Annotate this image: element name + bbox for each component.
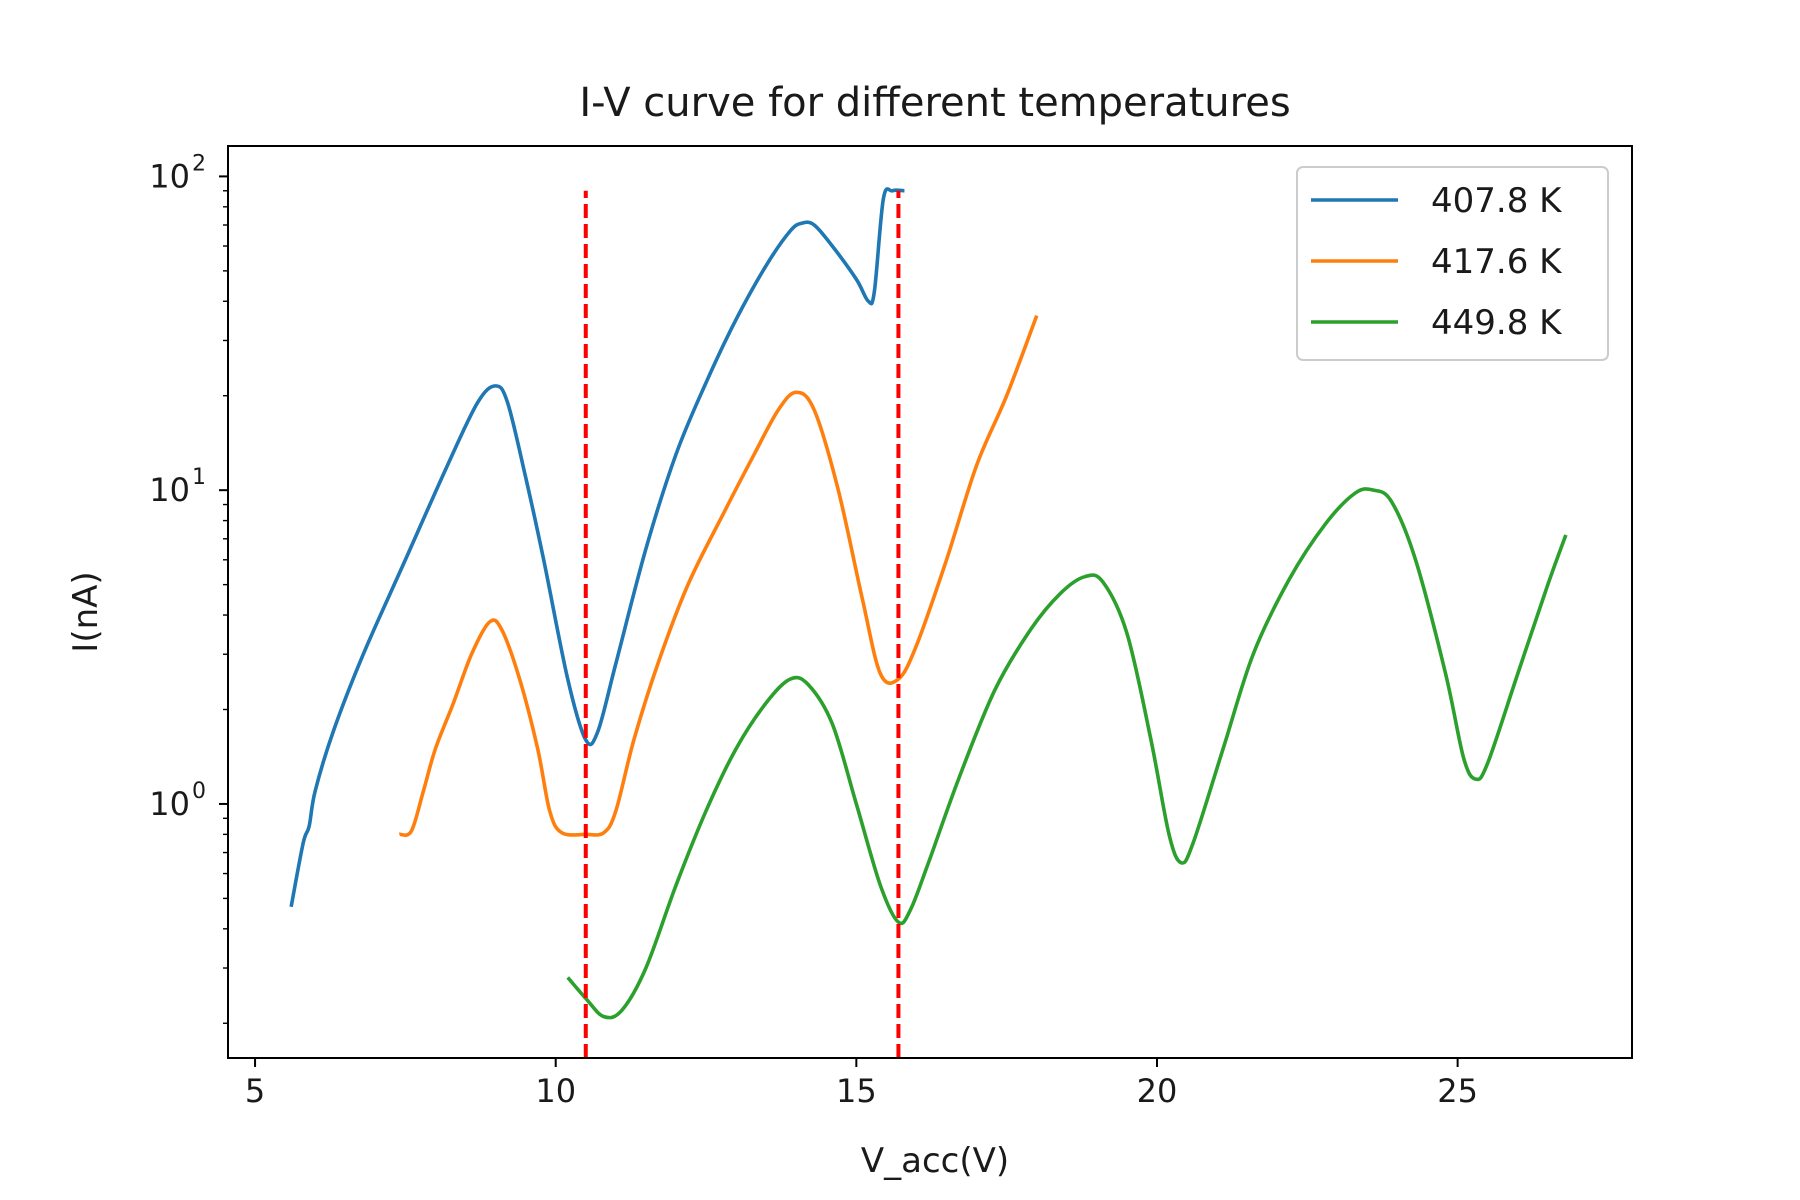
legend-label-2: 417.6 K [1431,242,1563,282]
plot-area [289,187,1568,1058]
y-axis-label: I(nA) [66,571,106,652]
y-tick-label: 10 [149,157,190,195]
legend-box [1296,166,1609,361]
x-tick-label: 25 [1437,1072,1478,1110]
y-tick-label: 10 [149,471,190,509]
legend-label-3: 449.8 K [1431,303,1563,343]
series-line-1 [289,187,905,908]
x-tick-label: 5 [245,1072,265,1110]
chart-title: I-V curve for different temperatures [579,80,1290,126]
x-tick-label: 20 [1137,1072,1178,1110]
legend: 407.8 K 417.6 K 449.8 K [1296,166,1609,361]
x-tick-label: 15 [836,1072,877,1110]
axes-frame [227,145,1633,1059]
series-line-3 [566,487,1568,1020]
series-line-2 [398,314,1039,837]
y-tick-label: 10 [149,785,190,823]
x-tick-label: 10 [535,1072,576,1110]
plot-content [289,187,1568,1058]
y-tick-exponent: 1 [192,465,206,490]
y-tick-exponent: 0 [192,779,206,804]
legend-label-1: 407.8 K [1431,181,1563,221]
x-axis-label: V_acc(V) [861,1141,1009,1181]
y-tick-exponent: 2 [192,151,206,176]
